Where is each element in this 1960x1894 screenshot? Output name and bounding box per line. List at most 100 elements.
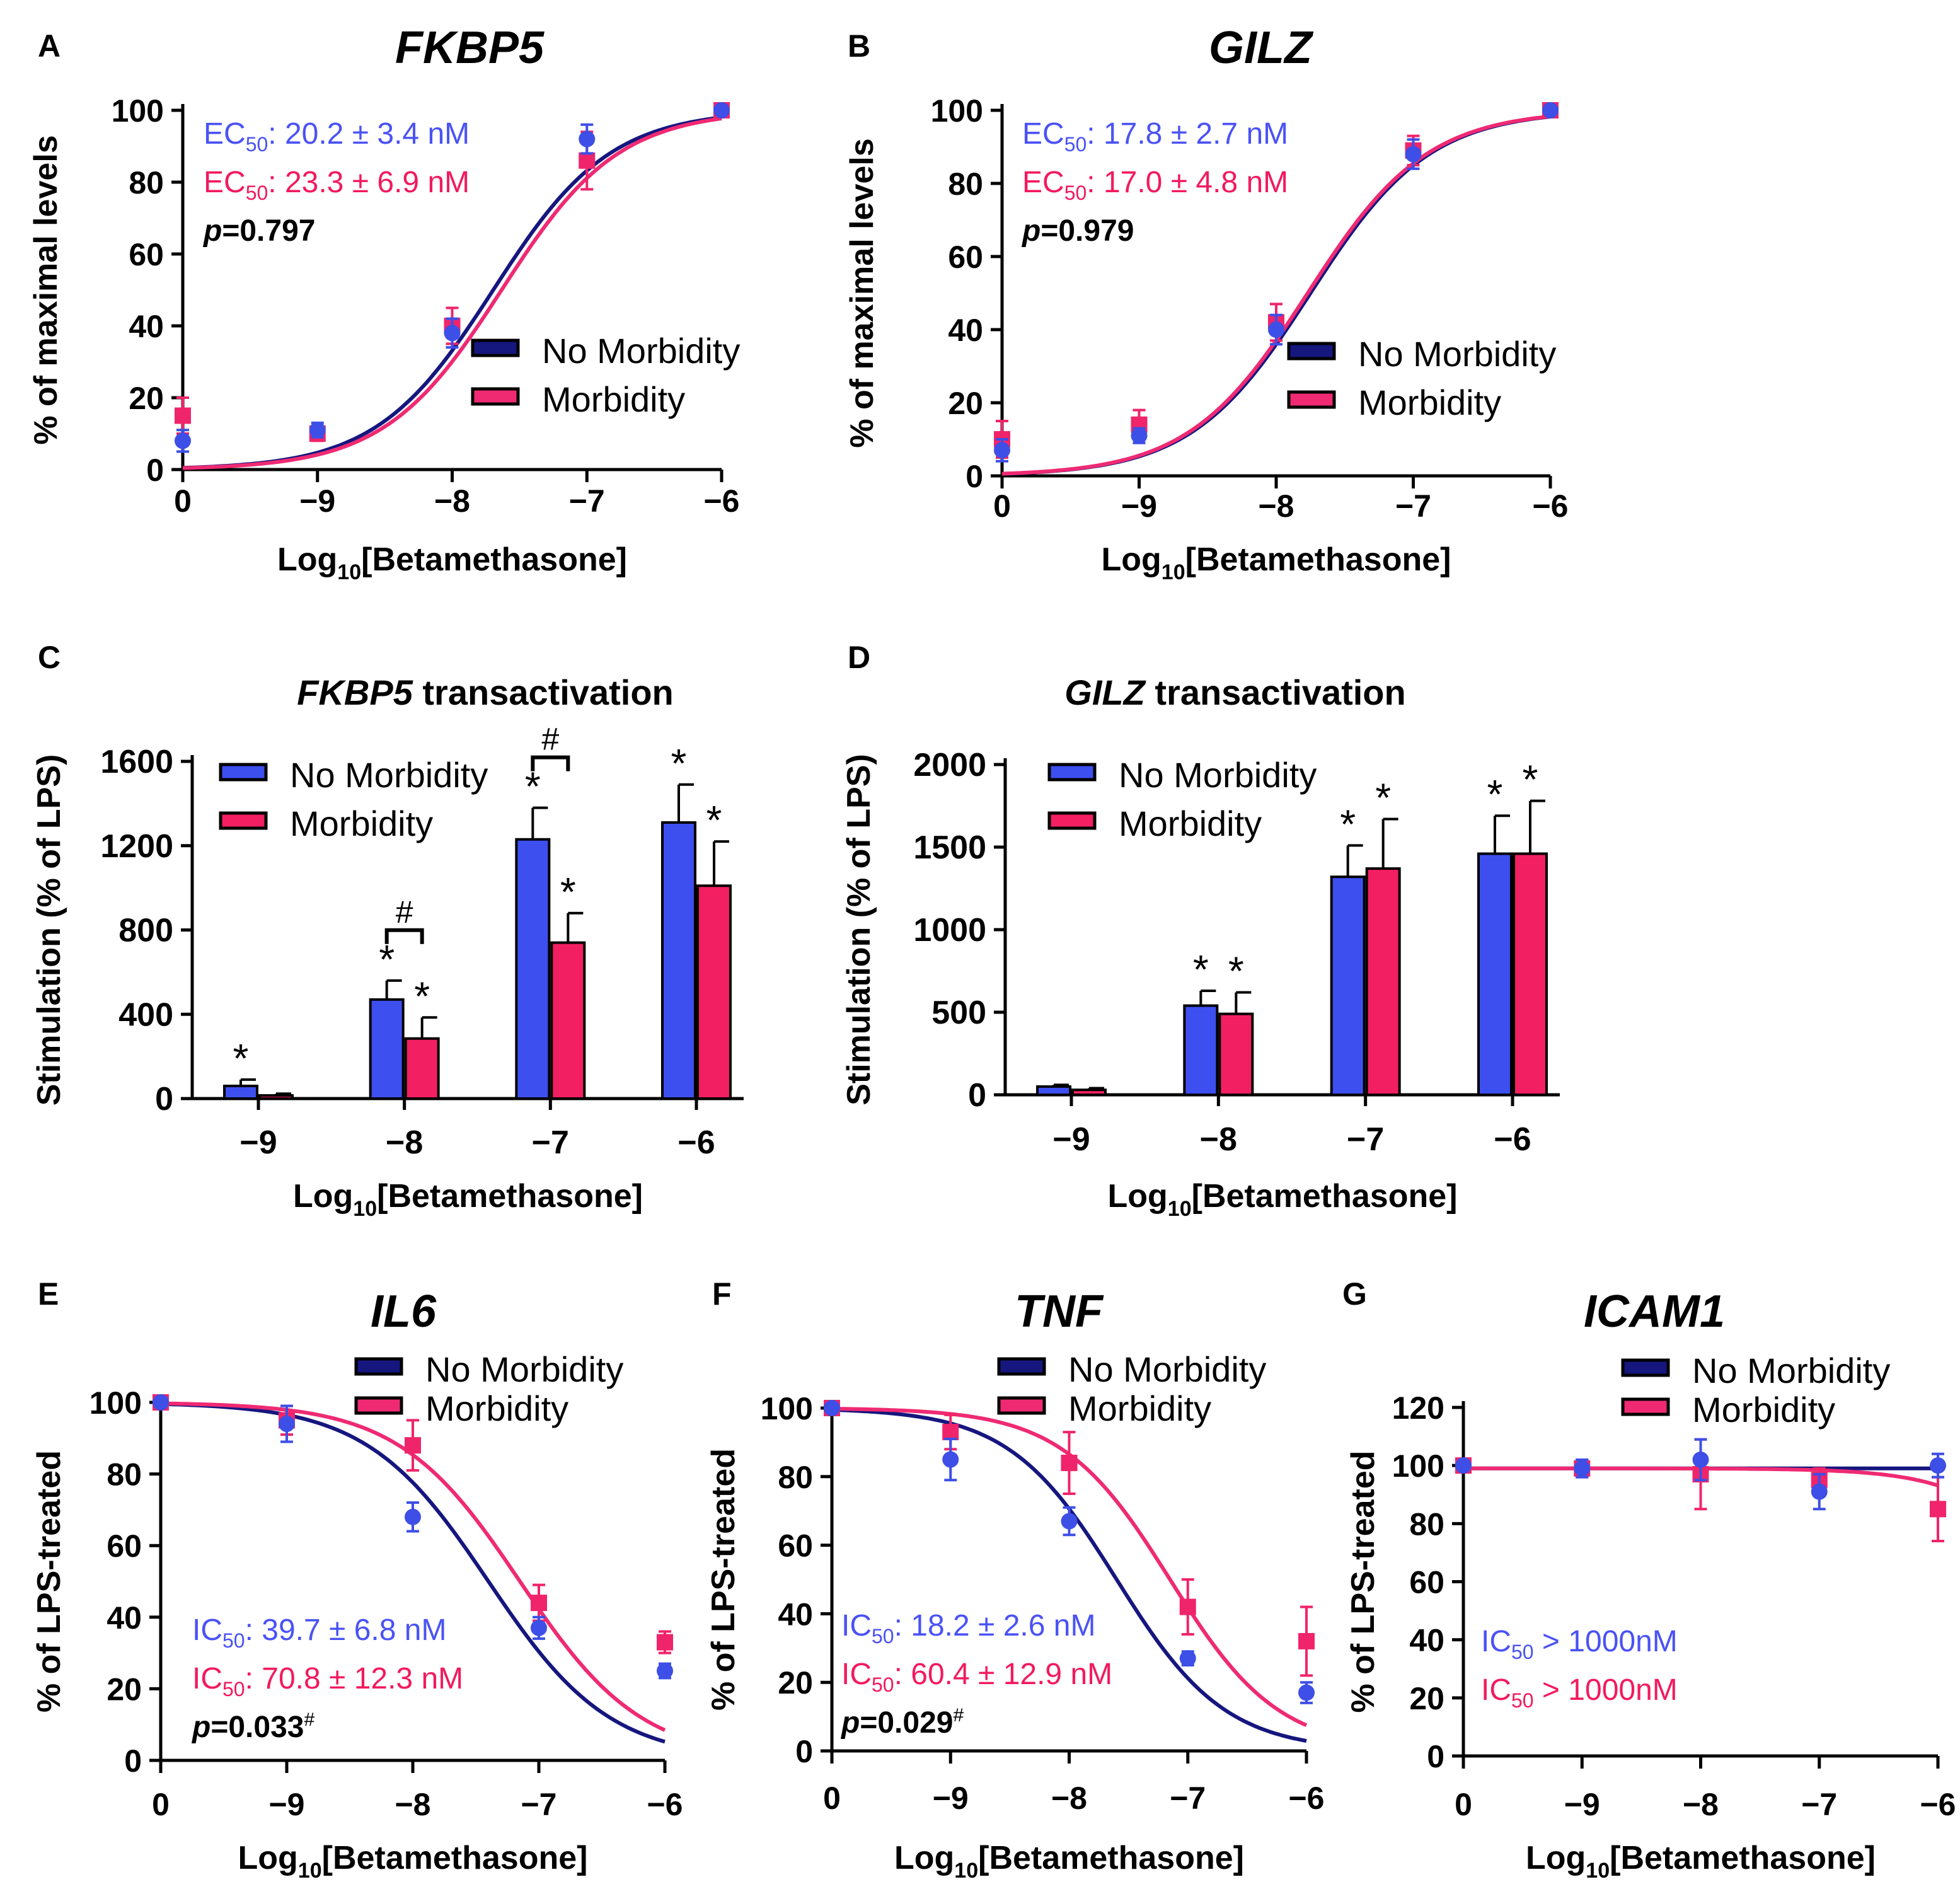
hash-symbol: # xyxy=(396,894,413,930)
data-point-no-morbidity xyxy=(309,422,326,439)
y-tick-label: 20 xyxy=(778,1665,813,1701)
y-tick-label: 80 xyxy=(107,1457,142,1493)
data-point-no-morbidity xyxy=(153,1394,169,1411)
legend-label: Morbidity xyxy=(425,1389,568,1428)
data-point-no-morbidity xyxy=(175,432,191,449)
stat-prefix: IC xyxy=(1481,1625,1511,1658)
legend-swatch xyxy=(354,1396,403,1415)
y-tick-label: 0 xyxy=(155,1081,173,1117)
y-tick-label: 40 xyxy=(129,309,164,344)
x-tick-label: 0 xyxy=(174,483,192,519)
stat-line: EC50: 20.2 ± 3.4 nM xyxy=(204,117,470,156)
y-tick-label: 20 xyxy=(107,1672,142,1707)
chart-title-gene: GILZ xyxy=(1064,673,1146,712)
stat-p-value: =0.033 xyxy=(210,1711,304,1744)
data-point-no-morbidity xyxy=(444,325,461,342)
data-point-no-morbidity xyxy=(1574,1460,1591,1477)
data-point-no-morbidity xyxy=(405,1508,421,1525)
stat-line: EC50: 17.8 ± 2.7 nM xyxy=(1022,117,1288,156)
y-tick-label: 0 xyxy=(966,459,983,494)
panel-letter: D xyxy=(848,640,870,675)
x-axis-label: Log10[Betamethasone] xyxy=(1102,541,1451,584)
significance-star: * xyxy=(560,869,576,915)
x-axis-label: Log10[Betamethasone] xyxy=(894,1840,1244,1883)
y-tick-label: 100 xyxy=(761,1391,813,1426)
legend-swatch xyxy=(471,387,520,406)
stat-p-symbol: p xyxy=(840,1706,860,1740)
stat-subscript: 50 xyxy=(872,1673,894,1696)
y-axis-label: % of LPS-treated xyxy=(1345,1450,1381,1712)
x-tick-label: −7 xyxy=(521,1787,556,1822)
data-point-morbidity xyxy=(1298,1632,1315,1649)
y-tick-label: 60 xyxy=(107,1528,142,1564)
data-point-no-morbidity xyxy=(1131,427,1148,444)
x-tick-label: 0 xyxy=(1455,1787,1472,1822)
x-axis-label: Log10[Betamethasone] xyxy=(238,1840,588,1883)
hash-symbol: # xyxy=(541,722,559,757)
data-point-no-morbidity xyxy=(531,1619,547,1636)
bar-morbidity xyxy=(1218,1012,1254,1096)
data-point-no-morbidity xyxy=(1542,102,1559,118)
significance-star: * xyxy=(1228,949,1244,994)
x-tick-label: −6 xyxy=(1494,1121,1531,1158)
stat-value: : 20.2 ± 3.4 nM xyxy=(268,117,470,151)
legend-swatch xyxy=(997,1396,1046,1415)
y-axis-label: Stimulation (% of LPS) xyxy=(31,754,67,1106)
x-axis-label-subscript: 10 xyxy=(954,1859,978,1883)
x-tick-label: −6 xyxy=(1288,1781,1324,1816)
chart-title: IL6 xyxy=(371,1286,437,1337)
data-point-no-morbidity xyxy=(1268,321,1284,338)
legend-label: No Morbidity xyxy=(1358,334,1556,374)
stat-value: : 17.8 ± 2.7 nM xyxy=(1087,117,1288,151)
legend-label: Morbidity xyxy=(1692,1390,1835,1429)
y-tick-label: 20 xyxy=(129,381,164,416)
data-point-morbidity xyxy=(1179,1598,1196,1615)
stat-subscript: 50 xyxy=(872,1625,894,1648)
x-tick-label: −6 xyxy=(703,483,739,519)
y-tick-label: 1000 xyxy=(913,912,986,949)
bar-no-morbidity xyxy=(1330,875,1366,1097)
x-tick-label: −7 xyxy=(532,1124,569,1161)
x-tick-label: −9 xyxy=(1121,488,1157,524)
legend-label: No Morbidity xyxy=(290,755,488,795)
stat-prefix: IC xyxy=(841,1658,872,1691)
chart-title: FKBP5 transactivation xyxy=(297,673,674,712)
x-axis-label-subscript: 10 xyxy=(337,560,361,584)
data-point-no-morbidity xyxy=(1179,1650,1196,1667)
data-point-no-morbidity xyxy=(1061,1513,1078,1530)
data-point-morbidity xyxy=(175,407,191,424)
x-axis-label: Log10[Betamethasone] xyxy=(277,541,627,584)
fit-curve-morbidity xyxy=(182,117,722,470)
x-axis-label-rest: [Betamethasone] xyxy=(1192,1178,1458,1215)
x-tick-label: −9 xyxy=(239,1124,277,1161)
legend-swatch xyxy=(1287,342,1336,361)
data-point-morbidity xyxy=(1930,1501,1946,1518)
stat-value: > 1000nM xyxy=(1534,1673,1678,1707)
x-tick-label: −9 xyxy=(1564,1787,1600,1822)
legend-swatch xyxy=(1047,763,1097,782)
bar-morbidity xyxy=(696,884,732,1100)
y-tick-label: 0 xyxy=(124,1743,142,1779)
stat-p-value: =0.979 xyxy=(1041,214,1134,248)
chart-title-gene: FKBP5 xyxy=(297,673,413,712)
stat-subscript: 50 xyxy=(246,182,268,204)
x-axis-label-rest: [Betamethasone] xyxy=(978,1840,1244,1876)
data-point-no-morbidity xyxy=(1811,1483,1828,1500)
legend-swatch xyxy=(1621,1358,1670,1377)
legend-label: No Morbidity xyxy=(1068,1349,1266,1389)
x-tick-label: −6 xyxy=(677,1124,715,1161)
x-axis-label-rest: [Betamethasone] xyxy=(1610,1840,1876,1876)
x-tick-label: −9 xyxy=(933,1781,969,1816)
x-axis-label-log: Log xyxy=(1108,1178,1168,1215)
x-axis-label-subscript: 10 xyxy=(1162,560,1185,584)
data-point-no-morbidity xyxy=(657,1663,673,1679)
x-tick-label: −9 xyxy=(299,483,335,519)
data-point-no-morbidity xyxy=(942,1451,959,1468)
legend-label: Morbidity xyxy=(1068,1389,1211,1428)
legend-label: No Morbidity xyxy=(1119,755,1317,795)
y-tick-label: 40 xyxy=(948,313,983,348)
bar-morbidity xyxy=(1513,852,1548,1096)
stat-prefix: EC xyxy=(204,166,246,199)
stat-line: p=0.979 xyxy=(1021,214,1134,248)
